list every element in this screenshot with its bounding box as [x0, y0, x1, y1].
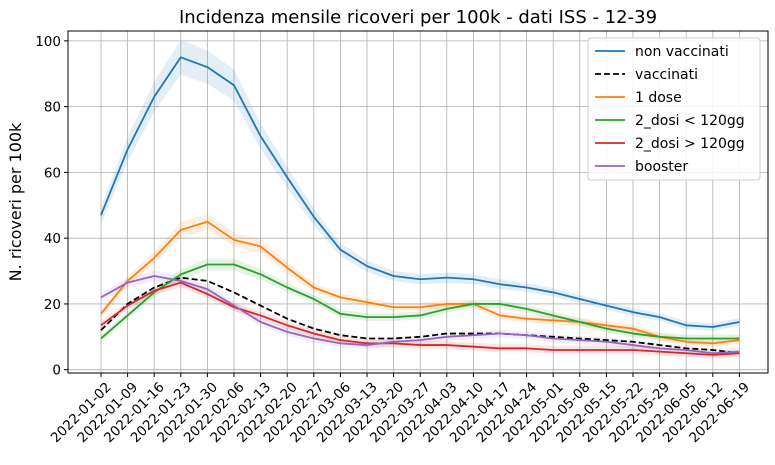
series-line — [100, 281, 740, 356]
series-line — [100, 56, 740, 328]
series-line — [100, 220, 740, 345]
y-tick-label: 0 — [52, 363, 61, 379]
plot-area — [67, 30, 769, 374]
confidence-band — [101, 40, 740, 331]
legend-label: vaccinati — [635, 67, 698, 83]
series-line — [100, 275, 740, 355]
series-line — [100, 276, 740, 355]
y-tick-label: 40 — [44, 231, 61, 247]
legend-label: non vaccinati — [635, 44, 729, 60]
legend-label: 1 dose — [635, 90, 682, 106]
legend-label: booster — [635, 159, 688, 175]
legend: non vaccinati vaccinati 1 dose 2_dosi < 120… — [587, 37, 761, 181]
legend-label: 2_dosi > 120gg — [635, 136, 745, 152]
y-tick-label: 80 — [44, 100, 61, 116]
axis-ticks: 2022-01-022022-01-092022-01-162022-01-23… — [35, 34, 753, 446]
y-tick-label: 60 — [44, 165, 61, 181]
legend-label: 2_dosi < 120gg — [635, 113, 745, 129]
y-tick-label: 20 — [44, 297, 61, 313]
series-lines — [100, 56, 740, 356]
y-axis-label: N. ricoveri per 100k — [6, 122, 25, 281]
y-tick-label: 100 — [35, 34, 61, 50]
legend-box — [587, 37, 761, 181]
chart-title: Incidenza mensile ricoveri per 100k - da… — [179, 7, 657, 28]
series-line — [100, 263, 740, 340]
